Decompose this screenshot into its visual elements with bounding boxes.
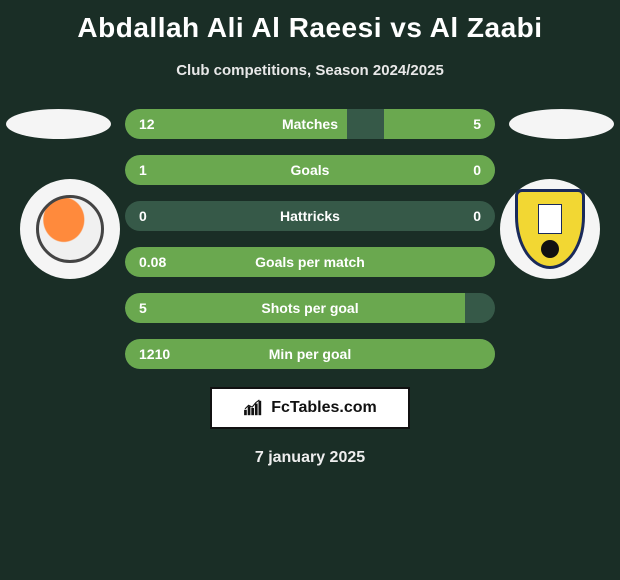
date-text: 7 january 2025: [0, 449, 620, 467]
stat-label: Shots per goal: [125, 300, 495, 316]
stat-value-right: 0: [473, 162, 481, 178]
stat-row: Hattricks0 0: [125, 201, 495, 231]
stat-row: Matches12 5: [125, 109, 495, 139]
brand-text: FcTables.com: [271, 399, 377, 417]
stat-value-left: 5: [139, 300, 147, 316]
page-title: Abdallah Ali Al Raeesi vs Al Zaabi: [0, 0, 620, 44]
stat-label: Matches: [125, 116, 495, 132]
subtitle: Club competitions, Season 2024/2025: [0, 62, 620, 79]
club-logo-left: [36, 195, 104, 263]
club-badge-right: [500, 179, 600, 279]
stat-row: Shots per goal5: [125, 293, 495, 323]
club-logo-right: [515, 189, 585, 269]
stat-value-left: 0.08: [139, 254, 166, 270]
stat-label: Hattricks: [125, 208, 495, 224]
stat-value-right: 5: [473, 116, 481, 132]
club-badge-left: [20, 179, 120, 279]
decor-ellipse-left: [6, 109, 111, 139]
decor-ellipse-right: [509, 109, 614, 139]
brand-badge: FcTables.com: [210, 387, 410, 429]
stat-value-left: 1: [139, 162, 147, 178]
comparison-content: Matches125Goals10Hattricks00Goals per ma…: [0, 109, 620, 467]
stat-label: Goals: [125, 162, 495, 178]
stat-label: Min per goal: [125, 346, 495, 362]
stat-value-right: 0: [473, 208, 481, 224]
stat-row: Min per goal1210: [125, 339, 495, 369]
stat-label: Goals per match: [125, 254, 495, 270]
stat-bars: Matches125Goals10Hattricks00Goals per ma…: [125, 109, 495, 369]
stat-value-left: 12: [139, 116, 155, 132]
stat-row: Goals per match0.08: [125, 247, 495, 277]
stat-value-left: 0: [139, 208, 147, 224]
brand-chart-icon: [243, 399, 265, 417]
stat-row: Goals1 0: [125, 155, 495, 185]
stat-value-left: 1210: [139, 346, 170, 362]
